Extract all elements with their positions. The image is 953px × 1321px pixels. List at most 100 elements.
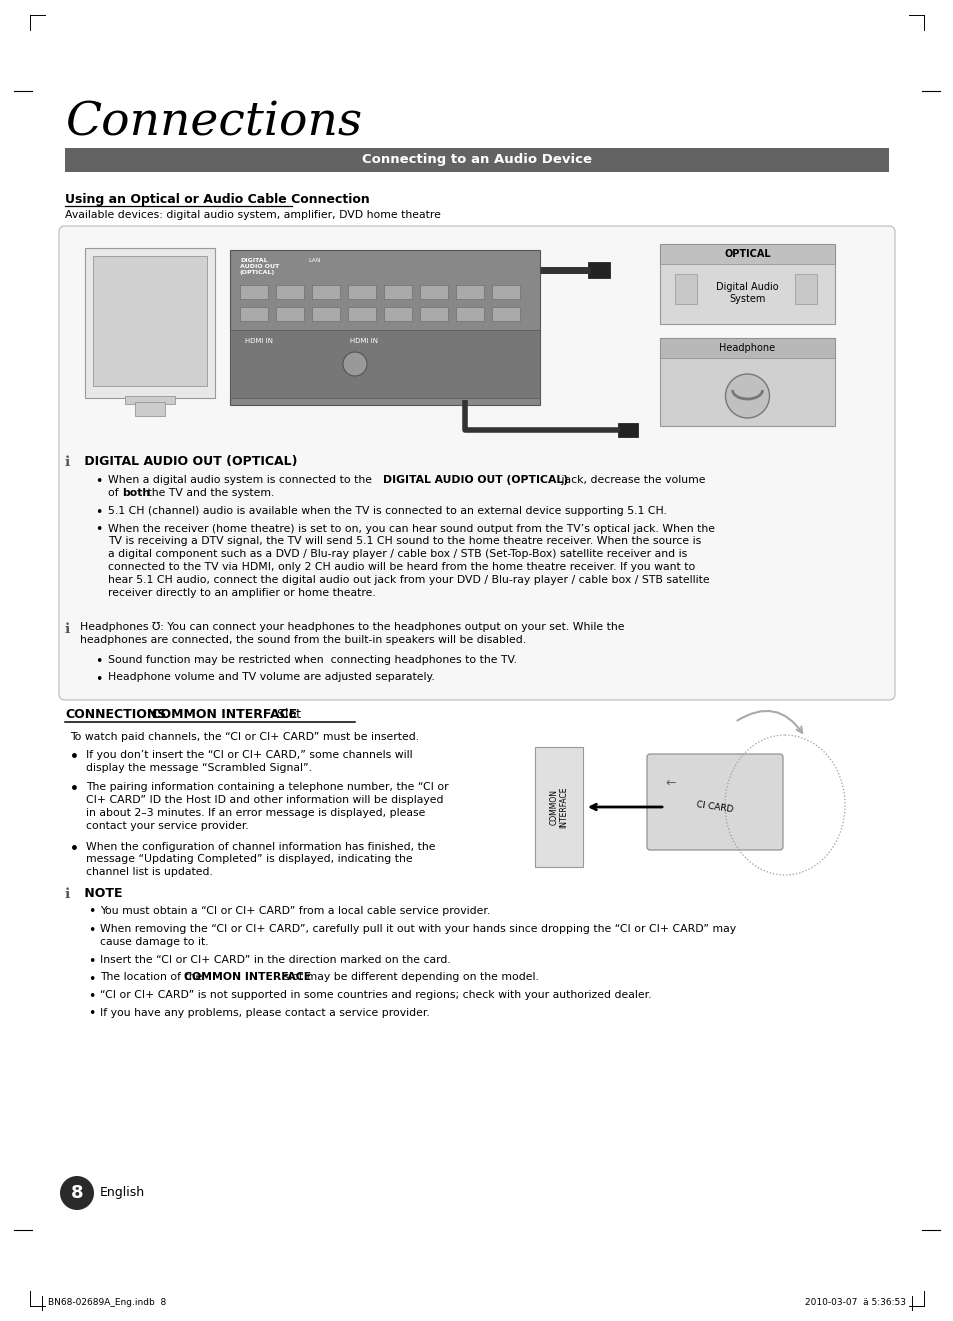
Text: 8: 8: [71, 1184, 83, 1202]
Bar: [535, 746, 582, 867]
FancyBboxPatch shape: [646, 754, 782, 849]
Text: the TV and the system.: the TV and the system.: [144, 489, 274, 498]
Bar: [384, 285, 412, 299]
Text: English: English: [100, 1186, 145, 1199]
Bar: [659, 338, 834, 425]
Text: slot may be different depending on the model.: slot may be different depending on the m…: [280, 972, 538, 983]
Bar: [240, 285, 268, 299]
Text: To watch paid channels, the “CI or CI+ CARD” must be inserted.: To watch paid channels, the “CI or CI+ C…: [70, 732, 418, 742]
Text: CI CARD: CI CARD: [695, 801, 733, 814]
Text: •: •: [95, 506, 102, 519]
Text: •: •: [88, 989, 95, 1003]
Bar: [675, 273, 697, 304]
Bar: [384, 306, 412, 321]
Text: •: •: [70, 841, 79, 856]
Circle shape: [724, 374, 769, 417]
Bar: [230, 250, 539, 406]
Text: HDMI IN: HDMI IN: [350, 338, 377, 343]
Text: The location of the: The location of the: [100, 972, 206, 983]
Bar: [275, 306, 304, 321]
Text: Sound function may be restricted when  connecting headphones to the TV.: Sound function may be restricted when co…: [108, 655, 517, 664]
Bar: [312, 285, 339, 299]
Text: If you have any problems, please contact a service provider.: If you have any problems, please contact…: [100, 1008, 429, 1017]
Text: COMMON INTERFACE: COMMON INTERFACE: [184, 972, 311, 983]
Text: OPTICAL: OPTICAL: [723, 248, 770, 259]
Bar: [135, 402, 165, 416]
Bar: [587, 262, 609, 277]
Bar: [492, 306, 519, 321]
Text: •: •: [70, 782, 79, 797]
Text: The pairing information containing a telephone number, the “CI or
CI+ CARD” ID t: The pairing information containing a tel…: [86, 782, 448, 831]
Text: ℹ: ℹ: [65, 622, 71, 635]
Text: HDMI IN: HDMI IN: [245, 338, 273, 343]
Text: both: both: [122, 489, 150, 498]
Bar: [456, 306, 483, 321]
Text: When the configuration of channel information has finished, the
message “Updatin: When the configuration of channel inform…: [86, 841, 435, 877]
FancyBboxPatch shape: [59, 226, 894, 700]
Bar: [659, 244, 834, 324]
Circle shape: [60, 1176, 94, 1210]
Text: Connecting to an Audio Device: Connecting to an Audio Device: [361, 153, 592, 166]
Text: jack, decrease the volume: jack, decrease the volume: [558, 476, 705, 485]
Text: 2010-03-07  ä 5:36:53: 2010-03-07 ä 5:36:53: [804, 1299, 905, 1306]
Text: Using an Optical or Audio Cable Connection: Using an Optical or Audio Cable Connecti…: [65, 193, 370, 206]
Text: BN68-02689A_Eng.indb  8: BN68-02689A_Eng.indb 8: [48, 1299, 166, 1306]
Text: Available devices: digital audio system, amplifier, DVD home theatre: Available devices: digital audio system,…: [65, 210, 440, 221]
Text: •: •: [95, 672, 102, 686]
Text: 5.1 CH (channel) audio is available when the TV is connected to an external devi: 5.1 CH (channel) audio is available when…: [108, 506, 666, 517]
Bar: [65, 148, 888, 172]
Bar: [492, 285, 519, 299]
Text: Insert the “CI or CI+ CARD” in the direction marked on the card.: Insert the “CI or CI+ CARD” in the direc…: [100, 955, 450, 966]
Text: Connections: Connections: [65, 100, 362, 145]
Text: COMMON INTERFACE: COMMON INTERFACE: [147, 708, 297, 721]
Bar: [240, 306, 268, 321]
Bar: [348, 285, 375, 299]
Text: When a digital audio system is connected to the: When a digital audio system is connected…: [108, 476, 375, 485]
Text: of: of: [108, 489, 122, 498]
Bar: [456, 285, 483, 299]
Bar: [85, 248, 214, 398]
Bar: [312, 306, 339, 321]
Text: •: •: [95, 523, 102, 536]
Text: ℹ: ℹ: [65, 886, 71, 901]
Text: DIGITAL AUDIO OUT (OPTICAL): DIGITAL AUDIO OUT (OPTICAL): [80, 454, 297, 468]
Bar: [659, 338, 834, 358]
Text: Slot: Slot: [273, 708, 301, 721]
Bar: [618, 423, 638, 437]
Bar: [92, 256, 207, 386]
Bar: [794, 273, 816, 304]
Text: “CI or CI+ CARD” is not supported in some countries and regions; check with your: “CI or CI+ CARD” is not supported in som…: [100, 989, 651, 1000]
Bar: [125, 396, 174, 404]
Text: Headphone: Headphone: [719, 343, 775, 353]
Text: •: •: [88, 905, 95, 918]
Text: ℹ: ℹ: [65, 454, 71, 469]
Text: CONNECTIONS: CONNECTIONS: [65, 708, 166, 721]
Text: •: •: [88, 923, 95, 937]
Text: Digital Audio
System: Digital Audio System: [716, 281, 778, 304]
Bar: [230, 330, 539, 398]
Text: •: •: [88, 955, 95, 968]
Text: If you don’t insert the “CI or CI+ CARD,” some channels will
display the message: If you don’t insert the “CI or CI+ CARD,…: [86, 750, 413, 773]
Text: NOTE: NOTE: [80, 886, 122, 900]
Text: •: •: [70, 750, 79, 765]
Text: Headphones ℧: You can connect your headphones to the headphones output on your s: Headphones ℧: You can connect your headp…: [80, 622, 624, 645]
Text: You must obtain a “CI or CI+ CARD” from a local cable service provider.: You must obtain a “CI or CI+ CARD” from …: [100, 905, 490, 915]
Text: Headphone volume and TV volume are adjusted separately.: Headphone volume and TV volume are adjus…: [108, 672, 435, 683]
Bar: [348, 306, 375, 321]
Text: LAN: LAN: [308, 258, 320, 263]
Bar: [419, 285, 448, 299]
Text: When removing the “CI or CI+ CARD”, carefully pull it out with your hands since : When removing the “CI or CI+ CARD”, care…: [100, 923, 736, 947]
Circle shape: [343, 351, 367, 376]
Text: •: •: [95, 655, 102, 668]
Text: •: •: [88, 1008, 95, 1021]
Text: DIGITAL
AUDIO OUT
(OPTICAL): DIGITAL AUDIO OUT (OPTICAL): [240, 258, 279, 275]
Text: COMMON
INTERFACE: COMMON INTERFACE: [549, 786, 568, 828]
Bar: [419, 306, 448, 321]
Text: DIGITAL AUDIO OUT (OPTICAL): DIGITAL AUDIO OUT (OPTICAL): [382, 476, 568, 485]
Text: •: •: [88, 972, 95, 985]
Bar: [275, 285, 304, 299]
Text: When the receiver (home theatre) is set to on, you can hear sound output from th: When the receiver (home theatre) is set …: [108, 523, 714, 597]
Bar: [659, 244, 834, 264]
Text: •: •: [95, 476, 102, 487]
Text: ←: ←: [664, 777, 675, 790]
